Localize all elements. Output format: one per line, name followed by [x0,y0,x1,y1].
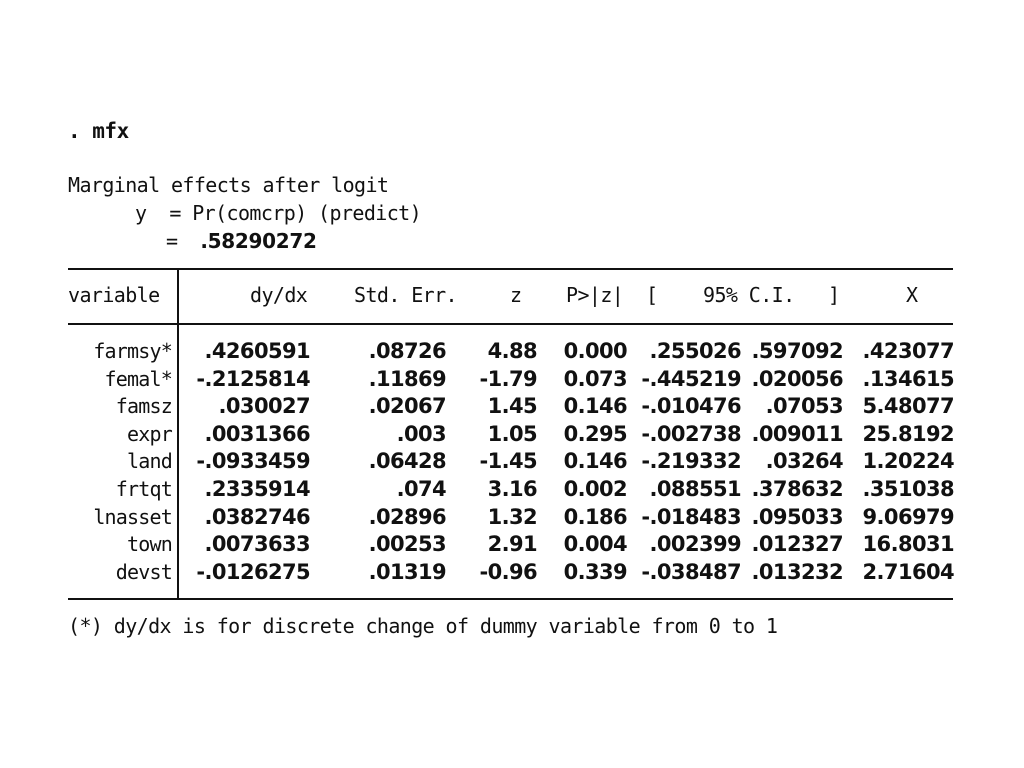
cell-x-mean: 9.06979 [862,504,955,529]
cell-ci-low: -.010476 [641,394,741,419]
cell-z: 4.88 [487,339,538,363]
cell-std-err: .00253 [368,532,447,557]
cell-x-mean: 2.71604 [862,559,955,584]
cell-z: -0.96 [479,559,537,584]
cell-p-value: 0.146 [563,394,628,419]
cell-x-mean: 5.48077 [862,394,955,419]
cell-dydx: .0382746 [204,504,311,529]
cell-ci-high: .095033 [751,504,844,529]
cell-x-mean: 16.8031 [862,532,955,557]
cell-variable: famsz [115,394,173,419]
col-header-p: P>|z| [566,283,624,307]
cell-ci-low: -.038487 [641,559,741,584]
cell-dydx: .2335914 [204,477,311,501]
col-header-ci: 95% C.I. [703,283,795,307]
predicted-value: .58290272 [200,229,317,253]
cell-ci-high: .020056 [751,366,844,391]
header-y-definition: y = Pr(comcrp) (predict) [135,201,422,225]
table-header-rule [68,323,953,325]
cell-ci-low: -.219332 [641,449,741,474]
cell-ci-low: .088551 [649,477,742,501]
table-top-rule [68,268,953,270]
col-header-dydx: dy/dx [250,283,308,307]
cell-dydx: .0073633 [204,532,311,557]
col-header-variable: variable [68,283,160,307]
cell-z: 1.45 [487,394,538,419]
cell-x-mean: .351038 [862,477,955,501]
cell-ci-low: -.445219 [641,366,741,391]
cell-ci-high: .378632 [751,477,844,501]
cell-dydx: -.0126275 [196,559,310,584]
header-equals: = [166,229,178,253]
cell-variable: land [127,449,173,474]
cell-ci-low: -.002738 [641,421,741,446]
cell-ci-low: .255026 [649,339,742,363]
cell-variable: lnasset [93,504,172,529]
cell-std-err: .06428 [368,449,447,474]
col-header-ci-close: ] [828,283,840,307]
cell-p-value: 0.000 [563,339,628,363]
cell-p-value: 0.002 [563,477,628,501]
cell-variable: femal* [104,366,173,391]
cell-x-mean: 25.8192 [862,421,955,446]
cell-dydx: .0031366 [204,421,311,446]
table-bottom-rule [68,598,953,600]
cell-std-err: .08726 [368,339,447,363]
cell-ci-high: .013232 [751,559,844,584]
header-predicted-value: = .58290272 [166,228,317,254]
cell-ci-high: .009011 [751,421,844,446]
cell-ci-high: .03264 [765,449,844,474]
cell-ci-low: -.018483 [641,504,741,529]
cell-dydx: -.0933459 [196,449,310,474]
command-line: . mfx [68,119,129,143]
cell-z: 1.32 [487,504,538,529]
cell-z: -1.79 [479,366,537,391]
header-title: Marginal effects after logit [68,173,389,197]
cell-std-err: .02896 [368,504,447,529]
cell-p-value: 0.186 [563,504,628,529]
cell-z: -1.45 [479,449,537,474]
cell-std-err: .11869 [368,366,447,391]
col-header-std-err: Std. Err. [354,283,458,307]
cell-variable: town [127,532,173,557]
cell-dydx: .4260591 [204,339,311,363]
cell-p-value: 0.295 [563,421,628,446]
cell-std-err: .003 [396,421,447,446]
cell-variable: frtqt [115,477,173,501]
col-header-ci-open: [ [646,283,658,307]
cell-x-mean: .423077 [862,339,955,363]
cell-variable: devst [115,559,173,584]
cell-std-err: .02067 [368,394,447,419]
cell-dydx: .030027 [218,394,311,419]
footnote: (*) dy/dx is for discrete change of dumm… [68,614,778,638]
cell-variable: expr [127,421,173,446]
cell-variable: farmsy* [93,339,172,363]
col-header-z: z [510,283,522,307]
cell-ci-high: .07053 [765,394,844,419]
cell-z: 1.05 [487,421,538,446]
cell-p-value: 0.004 [563,532,628,557]
cell-ci-low: .002399 [649,532,742,557]
cell-x-mean: 1.20224 [862,449,955,474]
col-header-x: X [906,283,918,307]
cell-ci-high: .597092 [751,339,844,363]
cell-z: 2.91 [487,532,538,557]
cell-p-value: 0.339 [563,559,628,584]
cell-x-mean: .134615 [862,366,955,391]
cell-z: 3.16 [487,477,538,501]
cell-dydx: -.2125814 [196,366,310,391]
cell-std-err: .074 [396,477,447,501]
table-vertical-rule [177,268,179,600]
cell-std-err: .01319 [368,559,447,584]
cell-p-value: 0.146 [563,449,628,474]
cell-p-value: 0.073 [563,366,628,391]
cell-ci-high: .012327 [751,532,844,557]
